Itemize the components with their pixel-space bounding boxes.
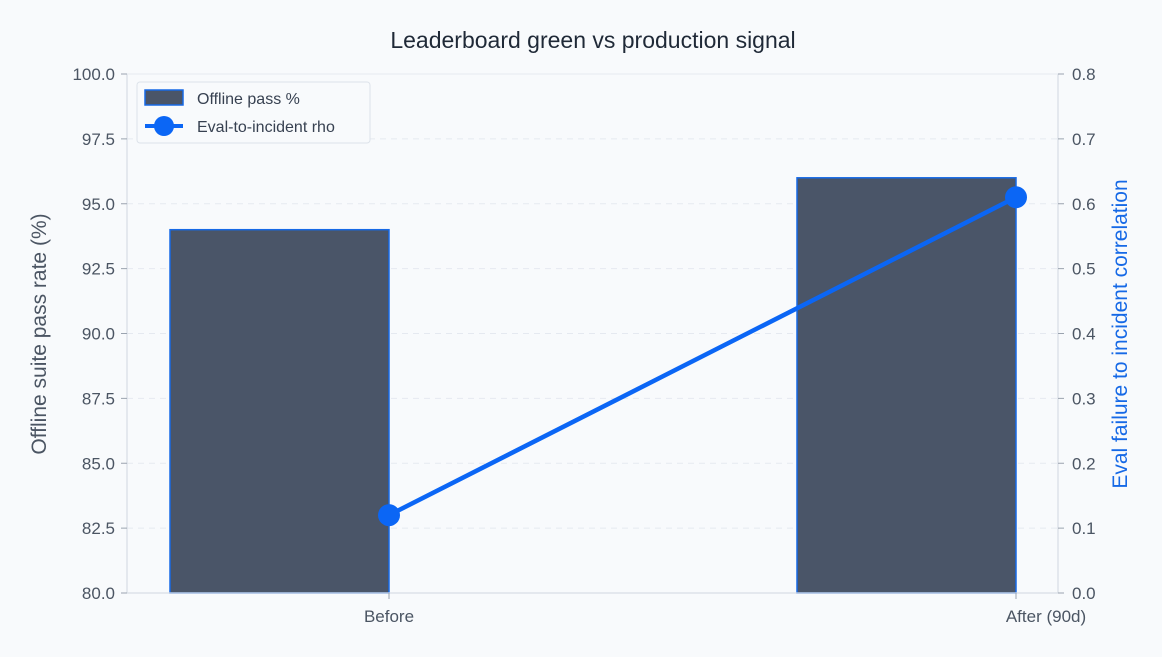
legend-bar-label: Offline pass % <box>197 91 300 108</box>
line-point <box>378 504 400 527</box>
x-tick-label: Before <box>364 607 414 626</box>
left-tick-label: 95.0 <box>82 195 115 214</box>
right-tick-label: 0.4 <box>1072 325 1096 344</box>
right-axis-ticks: 0.0 0.1 0.2 0.3 0.4 0.5 0.6 0.7 0.8 <box>1058 65 1096 603</box>
legend-bar-swatch <box>144 89 184 106</box>
right-tick-label: 0.6 <box>1072 195 1096 214</box>
y-axis-left-label: Offline suite pass rate (%) <box>28 213 51 454</box>
left-tick-label: 100.0 <box>72 65 115 84</box>
right-tick-label: 0.0 <box>1072 584 1096 603</box>
legend-line-marker <box>154 116 174 136</box>
right-tick-label: 0.5 <box>1072 260 1096 279</box>
bar-series <box>169 177 1017 594</box>
left-tick-label: 97.5 <box>82 130 115 149</box>
right-tick-label: 0.1 <box>1072 519 1096 538</box>
x-axis-ticks: Before After (90d) <box>364 593 1086 626</box>
left-tick-label: 80.0 <box>82 584 115 603</box>
right-tick-label: 0.8 <box>1072 65 1096 84</box>
line-series <box>378 186 1027 527</box>
legend: Offline pass % Eval-to-incident rho <box>136 81 371 144</box>
left-tick-label: 85.0 <box>82 454 115 473</box>
x-tick-label: After (90d) <box>1006 607 1086 626</box>
series-line <box>387 195 1018 518</box>
left-tick-label: 92.5 <box>82 260 115 279</box>
right-tick-label: 0.7 <box>1072 130 1096 149</box>
left-tick-label: 90.0 <box>82 325 115 344</box>
legend-line-label: Eval-to-incident rho <box>197 119 335 136</box>
left-axis-ticks: 80.0 82.5 85.0 87.5 90.0 92.5 95.0 97.5 100.0 <box>72 65 127 603</box>
bar <box>169 228 390 594</box>
left-tick-label: 87.5 <box>82 389 115 408</box>
line-point <box>1005 186 1027 209</box>
y-axis-right-label: Eval failure to incident correlation <box>1109 179 1132 488</box>
chart-title: Leaderboard green vs production signal <box>390 27 795 53</box>
right-tick-label: 0.3 <box>1072 389 1096 408</box>
legend-box <box>136 81 371 144</box>
left-tick-label: 82.5 <box>82 519 115 538</box>
bar <box>796 177 1017 594</box>
right-tick-label: 0.2 <box>1072 454 1096 473</box>
